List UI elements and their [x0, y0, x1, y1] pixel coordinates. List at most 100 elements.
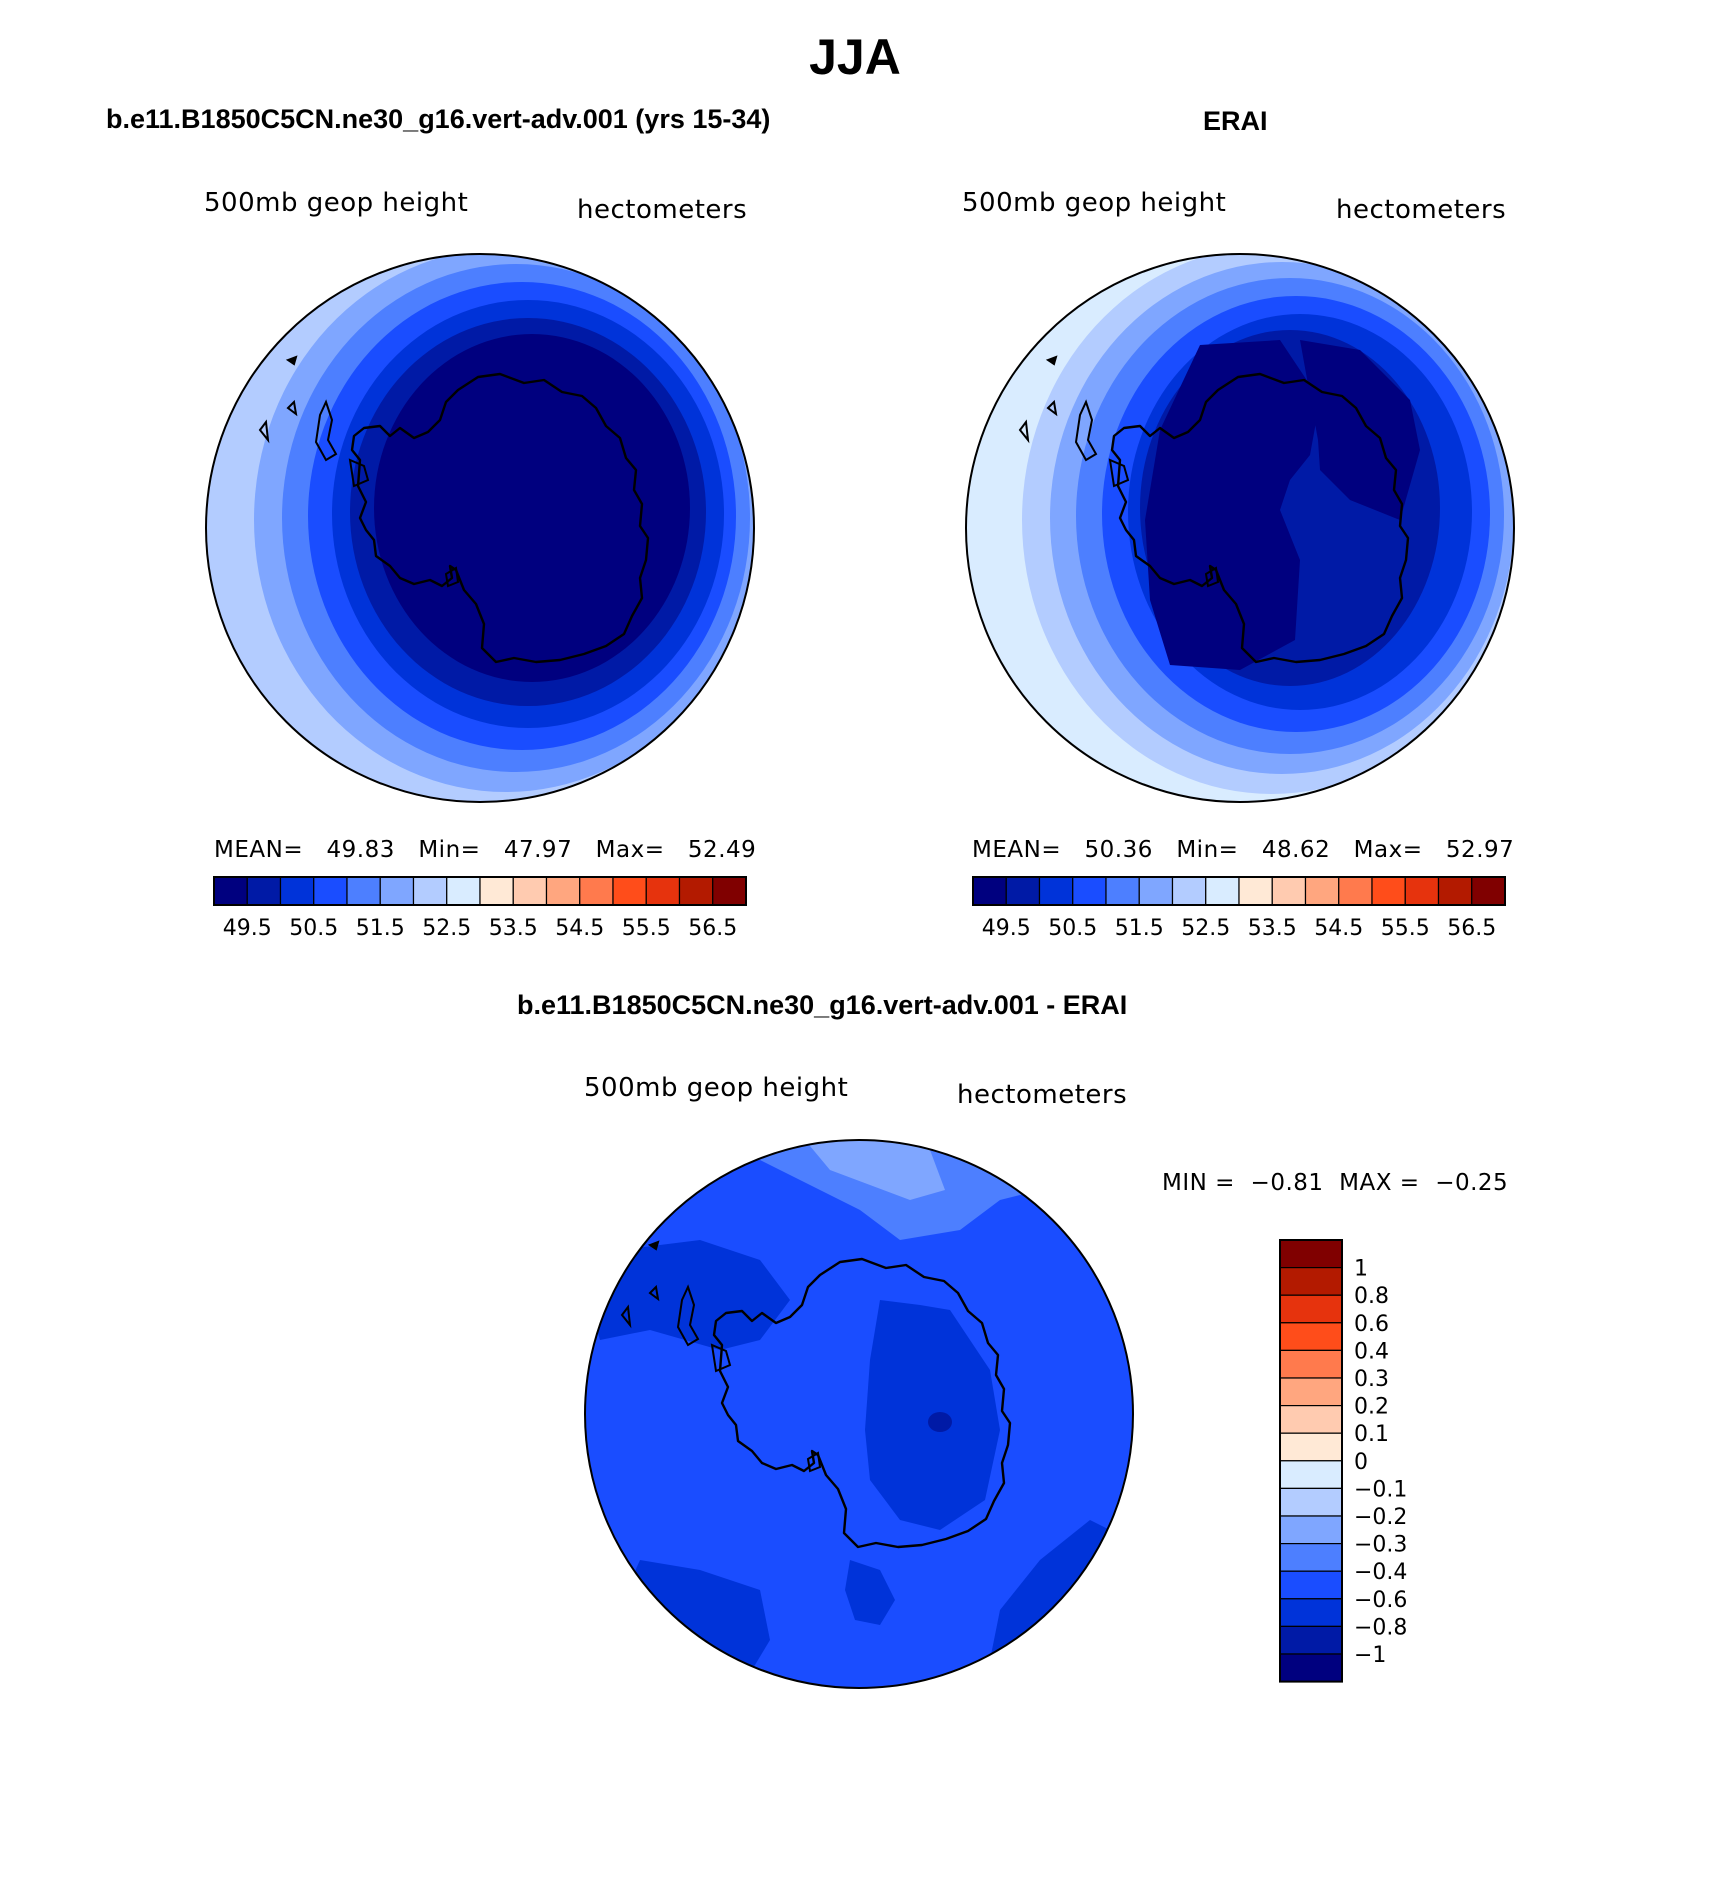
colorbar-model-tick-label: 54.5: [555, 916, 604, 941]
colorbar-difference-tick-label: −0.6: [1354, 1588, 1407, 1613]
colorbar-model-swatch: [579, 876, 614, 906]
colorbar-model-swatch: [246, 876, 282, 906]
colorbar-erai-swatch: [1171, 876, 1207, 906]
colorbar-model-swatch: [313, 876, 348, 906]
panel-2-variable-label: 500mb geop height: [962, 188, 1227, 218]
colorbar-difference-swatch: [1279, 1322, 1343, 1352]
map-1-model-height: [206, 254, 754, 802]
colorbar-model-swatch: [645, 876, 681, 906]
panel-1-stats: MEAN= 49.83 Min= 47.97 Max= 52.49: [214, 837, 757, 863]
colorbar-erai-frame: [972, 876, 1506, 906]
colorbar-difference-tick-label: 0: [1354, 1450, 1368, 1475]
panel-1-variable-label: 500mb geop height: [204, 188, 469, 218]
colorbar-model-tick-label: 49.5: [223, 916, 272, 941]
colorbar-difference-frame: [1279, 1239, 1343, 1683]
colorbar-difference-swatch: [1279, 1239, 1343, 1269]
colorbar-difference-swatch: [1279, 1653, 1343, 1683]
colorbar-erai-swatch: [1371, 876, 1406, 906]
colorbar-erai-swatch: [1304, 876, 1340, 906]
colorbar-difference-swatch: [1279, 1377, 1343, 1407]
colorbar-difference-tick-label: 0.8: [1354, 1284, 1389, 1309]
colorbar-difference-tick-label: 0.2: [1354, 1395, 1389, 1420]
colorbar-model-swatch: [612, 876, 647, 906]
colorbar-model-swatch: [279, 876, 315, 906]
map-2-erai-height: [966, 254, 1514, 802]
colorbar-model-tick-label: 53.5: [489, 916, 538, 941]
colorbar-difference-tick-label: 0.1: [1354, 1422, 1389, 1447]
colorbar-erai-swatch: [1005, 876, 1041, 906]
colorbar-model-tick-label: 50.5: [289, 916, 338, 941]
colorbar-model-swatch: [512, 876, 548, 906]
colorbar-model-tick-label: 56.5: [688, 916, 737, 941]
colorbar-erai-swatch: [1238, 876, 1273, 906]
colorbar-erai-tick-label: 55.5: [1381, 916, 1430, 941]
colorbar-erai-swatch: [1205, 876, 1240, 906]
colorbar-model-tick-label: 51.5: [356, 916, 405, 941]
colorbar-difference-tick-label: 0.4: [1354, 1339, 1389, 1364]
map-3-difference: [585, 1140, 1133, 1688]
colorbar-erai-swatch: [1338, 876, 1373, 906]
panel-2-title: ERAI: [1203, 106, 1268, 136]
colorbar-difference-swatch: [1279, 1460, 1343, 1490]
colorbar-erai-swatch: [1437, 876, 1473, 906]
colorbar-erai-tick-label: 49.5: [982, 916, 1031, 941]
colorbar-difference-tick-label: −0.4: [1354, 1560, 1407, 1585]
colorbar-model-swatch: [545, 876, 581, 906]
colorbar-difference-swatch: [1279, 1570, 1343, 1600]
panel-3-stats: MIN = −0.81 MAX = −0.25: [1162, 1170, 1509, 1196]
colorbar-difference-swatch: [1279, 1349, 1343, 1379]
colorbar-model-tick-label: 52.5: [422, 916, 471, 941]
colorbar-model-frame: [213, 876, 747, 906]
colorbar-difference-swatch: [1279, 1625, 1343, 1655]
colorbar-erai-swatch: [972, 876, 1007, 906]
colorbar-erai-swatch: [1271, 876, 1307, 906]
colorbar-difference-swatch: [1279, 1487, 1343, 1517]
colorbar-difference-tick-label: −0.3: [1354, 1533, 1407, 1558]
colorbar-difference-swatch: [1279, 1432, 1343, 1462]
colorbar-erai: 49.5 50.5 51.5 52.5 53.5 54.5 55.5 56.5: [972, 876, 1506, 941]
colorbar-difference-swatch: [1279, 1294, 1343, 1324]
colorbar-model-swatch: [446, 876, 481, 906]
colorbar-difference-swatch: [1279, 1404, 1343, 1434]
colorbar-model-swatch: [346, 876, 381, 906]
colorbar-difference-tick-label: −0.2: [1354, 1505, 1407, 1530]
colorbar-difference-tick-label: 1: [1354, 1257, 1368, 1282]
colorbar-model-swatch: [479, 876, 514, 906]
colorbar-difference-swatch: [1279, 1515, 1343, 1545]
colorbar-erai-tick-label: 54.5: [1314, 916, 1363, 941]
panel-1-units-label: hectometers: [577, 195, 748, 225]
colorbar-erai-swatch: [1471, 876, 1506, 906]
panel-3-units-label: hectometers: [957, 1080, 1128, 1110]
colorbar-model-swatch: [412, 876, 448, 906]
colorbar-erai-tick-label: 53.5: [1248, 916, 1297, 941]
colorbar-erai-swatch: [1072, 876, 1107, 906]
panel-1-title: b.e11.B1850C5CN.ne30_g16.vert-adv.001 (y…: [106, 104, 771, 134]
colorbar-model-swatch: [678, 876, 714, 906]
colorbar-model-swatch: [379, 876, 415, 906]
colorbar-model-swatch: [213, 876, 248, 906]
colorbar-erai-tick-label: 56.5: [1447, 916, 1496, 941]
colorbar-erai-swatch: [1105, 876, 1140, 906]
panel-2-units-label: hectometers: [1336, 195, 1507, 225]
colorbar-difference: 10.8 0.60.4 0.3 0.20.1 0−0.1 −0.2 −0.3−0.4 −0.6…: [1279, 1239, 1407, 1683]
colorbar-difference-tick-label: 0.6: [1354, 1312, 1389, 1337]
panel-2-stats: MEAN= 50.36 Min= 48.62 Max= 52.97: [972, 837, 1515, 863]
colorbar-difference-swatch: [1279, 1266, 1343, 1296]
colorbar-erai-tick-label: 51.5: [1115, 916, 1164, 941]
colorbar-erai-tick-label: 52.5: [1181, 916, 1230, 941]
colorbar-difference-swatch: [1279, 1542, 1343, 1572]
colorbar-difference-tick-label: −1: [1354, 1643, 1386, 1668]
main-title: JJA: [809, 29, 901, 85]
colorbar-erai-swatch: [1138, 876, 1174, 906]
colorbar-difference-swatch: [1279, 1598, 1343, 1628]
colorbar-erai-swatch: [1404, 876, 1440, 906]
panel-3-variable-label: 500mb geop height: [584, 1073, 849, 1103]
colorbar-model: 49.5 50.5 51.5 52.5 53.5 54.5 55.5 56.5: [213, 876, 747, 941]
panel-3-title: b.e11.B1850C5CN.ne30_g16.vert-adv.001 - …: [517, 990, 1128, 1020]
colorbar-model-swatch: [712, 876, 747, 906]
colorbar-erai-swatch: [1038, 876, 1074, 906]
colorbar-model-tick-label: 55.5: [622, 916, 671, 941]
colorbar-difference-tick-label: 0.3: [1354, 1367, 1389, 1392]
colorbar-difference-tick-label: −0.8: [1354, 1615, 1407, 1640]
